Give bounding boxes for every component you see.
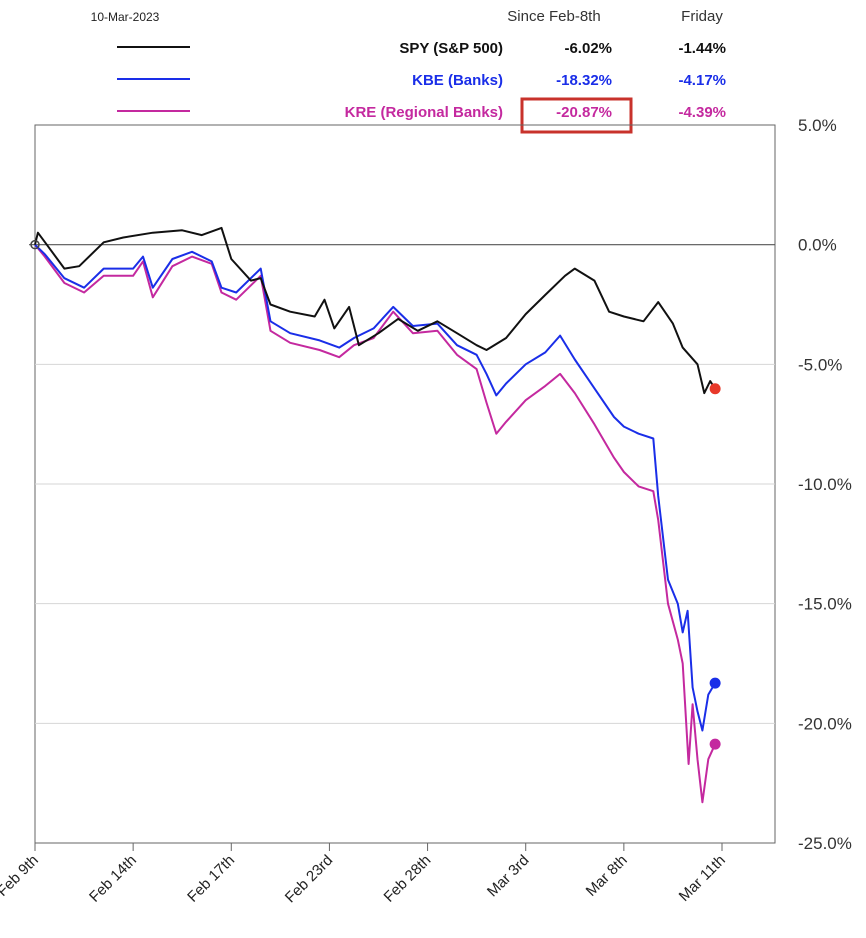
friday-column-header: Friday [681, 8, 723, 25]
legend-label-kbe: KBE (Banks) [412, 72, 503, 89]
end-marker-kre [709, 738, 721, 750]
y-tick-label: 0.0% [798, 236, 837, 255]
series-line-kre [34, 244, 717, 804]
series-line-kbe [34, 243, 716, 732]
legend-label-kre: KRE (Regional Banks) [345, 104, 503, 121]
series-line-spy [34, 226, 716, 395]
since-value-spy: -6.02% [564, 40, 612, 57]
friday-value-kbe: -4.17% [678, 72, 726, 89]
x-tick-label: Feb 17th [184, 852, 238, 906]
y-tick-label: 5.0% [798, 116, 837, 135]
x-tick-label: Feb 23rd [282, 852, 336, 906]
y-tick-label: -5.0% [798, 355, 842, 374]
series-end-markers [30, 239, 721, 750]
gridlines [29, 244, 775, 724]
since-column-header: Since Feb-8th [507, 8, 600, 25]
start-marker [30, 239, 40, 250]
friday-value-kre: -4.39% [678, 104, 726, 121]
y-tick-label: -15.0% [798, 595, 852, 614]
legend: 10-Mar-2023 Since Feb-8th Friday SPY (S&… [91, 8, 726, 134]
friday-value-spy: -1.44% [678, 40, 726, 57]
legend-label-spy: SPY (S&P 500) [399, 40, 503, 57]
y-tick-label: -10.0% [798, 475, 852, 494]
x-tick-label: Mar 11th [676, 852, 729, 905]
since-value-kbe: -18.32% [556, 72, 612, 89]
end-marker-kbe [709, 677, 721, 689]
x-tick-label: Feb 28th [381, 852, 435, 906]
date-label: 10-Mar-2023 [91, 10, 160, 24]
x-axis-ticks: Feb 9th Feb 14th Feb 17th Feb 23rd Feb 28th M… [0, 843, 729, 906]
series-lines [34, 226, 717, 804]
x-tick-label: Mar 8th [583, 852, 631, 900]
y-axis-ticks: 5.0% 0.0% -5.0% -10.0% -15.0% -20.0% -25.0% [798, 116, 852, 853]
x-tick-label: Feb 9th [0, 852, 42, 900]
since-value-kre: -20.87% [556, 104, 612, 121]
y-tick-label: -25.0% [798, 834, 852, 853]
y-tick-label: -20.0% [798, 714, 852, 733]
x-tick-label: Feb 14th [86, 852, 140, 906]
highlight-box [520, 97, 633, 134]
end-marker-spy [709, 383, 721, 395]
x-tick-label: Mar 3rd [484, 852, 533, 901]
